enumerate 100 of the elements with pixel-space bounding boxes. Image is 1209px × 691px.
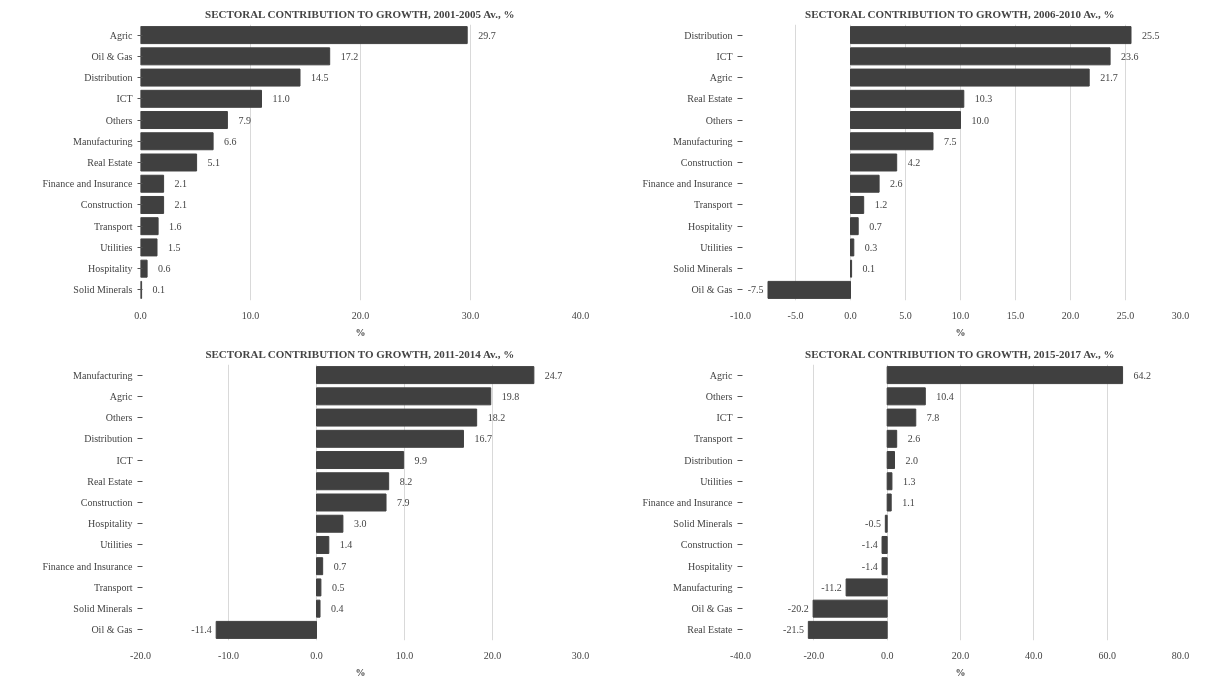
data-label: -1.4 [861, 560, 878, 572]
y-tick-label: Hospitality [688, 560, 733, 572]
x-tick-label: 20.0 [483, 649, 502, 661]
y-tick-label: Hospitality [688, 220, 733, 232]
data-label: 14.5 [311, 72, 329, 84]
x-tick-label: 20.0 [351, 309, 370, 321]
y-tick-label: Distribution [684, 454, 733, 466]
y-tick-label: Distribution [84, 72, 133, 84]
x-axis-title: % [955, 326, 966, 338]
x-axis-title: % [955, 666, 966, 678]
data-label: 7.5 [944, 135, 957, 147]
x-tick-label: -5.0 [787, 309, 804, 321]
y-tick-label: Solid Minerals [73, 284, 133, 296]
data-label: 6.6 [224, 135, 237, 147]
x-tick-label: -10.0 [730, 309, 751, 321]
y-tick-label: ICT [116, 93, 133, 105]
data-label: 0.7 [333, 560, 347, 572]
x-tick-label: 30.0 [571, 649, 590, 661]
y-tick-label: Manufacturing [73, 369, 133, 381]
x-tick-label: 40.0 [1025, 649, 1043, 661]
data-label: 10.4 [936, 390, 954, 402]
y-tick-label: Manufacturing [73, 135, 133, 147]
data-label: 1.3 [902, 475, 916, 487]
x-axis-title: % [355, 666, 366, 678]
x-tick-label: 60.0 [1098, 649, 1116, 661]
data-label: 23.6 [1121, 50, 1139, 62]
data-label: 24.7 [544, 369, 563, 381]
y-tick-label: Manufacturing [673, 581, 733, 593]
data-label: 17.2 [340, 50, 359, 62]
y-tick-label: Transport [693, 433, 733, 445]
y-tick-label: Real Estate [687, 93, 734, 105]
data-label: 21.7 [1100, 72, 1118, 84]
data-label: 7.8 [926, 412, 940, 424]
x-tick-label: 30.0 [461, 309, 480, 321]
y-tick-label: Solid Minerals [73, 603, 133, 615]
data-label: -11.2 [821, 581, 842, 593]
y-tick-label: Transport [93, 220, 133, 232]
data-label: 4.2 [907, 157, 921, 168]
data-label: 1.6 [169, 220, 182, 232]
y-tick-label: Agric [709, 72, 734, 84]
x-tick-label: 25.0 [1116, 309, 1135, 321]
y-tick-label: Agric [109, 390, 134, 402]
data-label: 0.5 [331, 581, 345, 593]
data-label: -20.2 [787, 603, 809, 615]
y-tick-label: ICT [716, 412, 733, 424]
y-tick-label: Others [705, 114, 733, 126]
y-tick-label: Solid Minerals [673, 263, 733, 275]
data-label: 0.3 [864, 241, 878, 253]
x-tick-label: 30.0 [1171, 309, 1190, 321]
data-label: 5.1 [207, 157, 221, 168]
y-tick-label: Solid Minerals [673, 518, 733, 530]
x-tick-label: 20.0 [951, 649, 970, 661]
data-label: 16.7 [474, 433, 492, 445]
x-tick-label: 0.0 [880, 649, 894, 661]
data-label: 1.2 [874, 199, 888, 211]
data-label: 2.1 [174, 199, 188, 211]
y-tick-label: Agric [109, 29, 134, 41]
y-tick-label: Utilities [100, 241, 133, 253]
x-tick-label: -20.0 [803, 649, 825, 661]
chart-title: SECTORAL CONTRIBUTION TO GROWTH, 2015-2017 Av., % [805, 347, 1115, 360]
x-tick-label: 10.0 [395, 649, 414, 661]
y-tick-label: Hospitality [88, 263, 133, 275]
y-tick-label: Finance and Insurance [42, 560, 134, 572]
y-tick-label: Others [105, 114, 133, 126]
x-tick-label: -40.0 [730, 649, 751, 661]
y-tick-label: Oil & Gas [91, 50, 133, 62]
data-label: 7.9 [397, 497, 410, 508]
y-tick-label: Oil & Gas [91, 624, 133, 636]
x-tick-label: 10.0 [241, 309, 260, 321]
y-tick-label: ICT [116, 454, 133, 466]
data-label: -11.4 [191, 624, 212, 636]
y-tick-label: Oil & Gas [691, 284, 733, 296]
x-tick-label: 0.0 [310, 649, 323, 661]
y-tick-label: Real Estate [87, 157, 134, 168]
x-tick-label: 20.0 [1061, 309, 1080, 321]
y-tick-label: Others [705, 390, 733, 402]
x-tick-label: 15.0 [1006, 309, 1025, 321]
data-label: 0.4 [331, 603, 344, 615]
y-tick-label: Utilities [100, 539, 133, 551]
x-tick-label: 5.0 [899, 309, 912, 321]
y-tick-label: Utilities [700, 475, 733, 487]
y-tick-label: Others [105, 412, 133, 424]
x-tick-label: 40.0 [571, 309, 590, 321]
chart-title: SECTORAL CONTRIBUTION TO GROWTH, 2011-2014 Av., % [205, 347, 515, 360]
y-tick-label: Distribution [84, 433, 133, 445]
data-label: 29.7 [478, 29, 496, 41]
y-tick-label: Transport [693, 199, 733, 211]
chart-title: SECTORAL CONTRIBUTION TO GROWTH, 2001-2005 Av., % [205, 7, 515, 20]
y-tick-label: Agric [709, 369, 734, 381]
data-label: -7.5 [747, 284, 764, 296]
y-tick-label: Construction [80, 199, 133, 211]
y-tick-label: Construction [80, 497, 133, 508]
data-label: 1.4 [339, 539, 353, 551]
data-label: 0.1 [862, 263, 876, 275]
y-tick-label: Oil & Gas [691, 603, 733, 615]
y-tick-label: Construction [680, 539, 733, 551]
data-label: 0.1 [152, 284, 166, 296]
data-label: -1.4 [861, 539, 878, 551]
data-label: 18.2 [487, 412, 506, 424]
data-label: 0.6 [158, 263, 171, 275]
